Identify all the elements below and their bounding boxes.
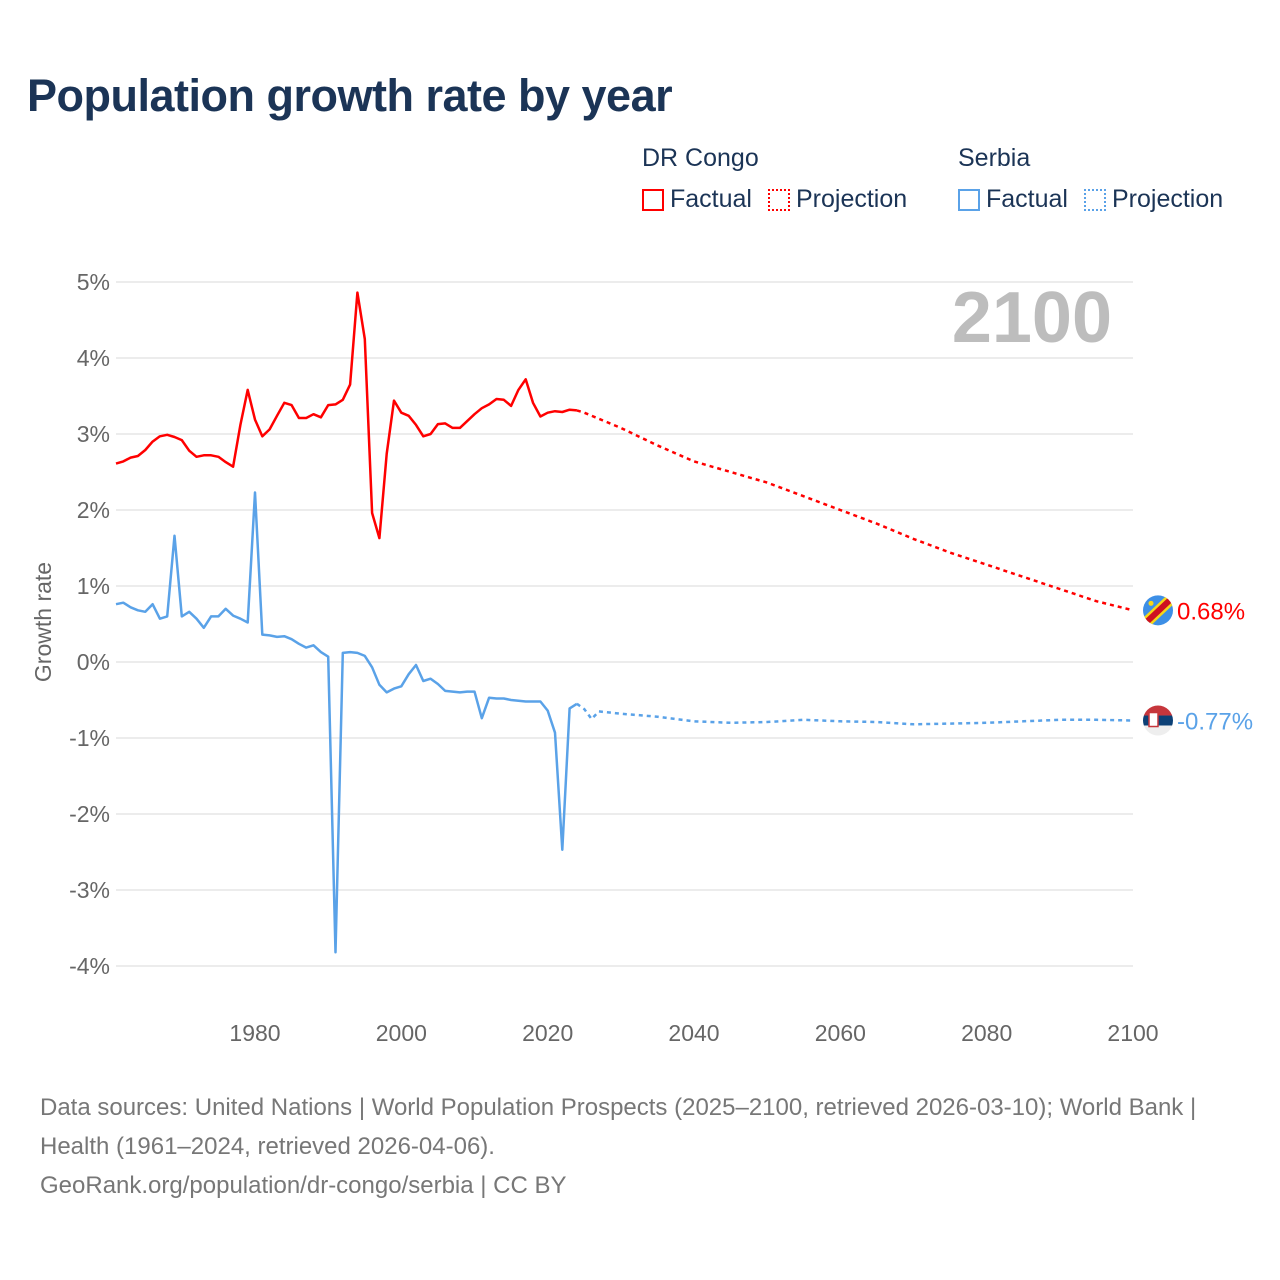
flag-white <box>1143 725 1173 736</box>
y-tick-label: 3% <box>77 421 110 447</box>
dr-congo-factual-line <box>115 291 578 540</box>
dr-congo-projection-line <box>576 409 1134 612</box>
serbia-factual-line <box>115 491 578 954</box>
x-tick-label: 1980 <box>229 1020 280 1046</box>
legend-group-name: DR Congo <box>642 144 759 172</box>
dr-congo-flag-icon <box>1143 595 1173 626</box>
y-tick-label: 5% <box>77 269 110 295</box>
x-tick-label: 2060 <box>815 1020 866 1046</box>
flag-coat-of-arms <box>1148 711 1159 728</box>
legend-label: Factual <box>670 185 752 213</box>
legend-label: Projection <box>795 185 908 213</box>
legend-swatch-dotted <box>767 188 790 211</box>
x-tick-label: 2100 <box>1107 1020 1158 1046</box>
legend-label: Factual <box>986 185 1068 213</box>
y-axis-label: Growth rate <box>30 562 56 682</box>
legend-item-dr-congo-projection[interactable]: Projection <box>767 185 908 214</box>
flag-star <box>1148 600 1154 606</box>
y-tick-label: 2% <box>77 497 110 523</box>
data-sources: Data sources: United Nations | World Pop… <box>40 1094 1197 1160</box>
chart-title: Population growth rate by year <box>27 70 673 121</box>
legend-swatch-solid <box>958 188 980 211</box>
footer: Data sources: United Nations | World Pop… <box>40 1088 1240 1205</box>
x-tick-label: 2020 <box>522 1020 573 1046</box>
x-tick-label: 2000 <box>376 1020 427 1046</box>
x-tick-label: 2040 <box>668 1020 719 1046</box>
y-tick-label: 0% <box>77 649 110 675</box>
y-tick-label: 1% <box>77 573 110 599</box>
legend-group-dr-congo: DR Congo Factual Projection <box>642 144 907 214</box>
legend-item-serbia-factual[interactable]: Factual <box>958 185 1068 214</box>
y-tick-label: -2% <box>69 801 110 827</box>
y-tick-label: -1% <box>69 725 110 751</box>
credit-link[interactable]: GeoRank.org/population/dr-congo/serbia |… <box>40 1172 567 1199</box>
serbia-flag-icon <box>1143 705 1173 736</box>
serbia-projection-line <box>576 702 1134 726</box>
flag-body <box>1143 595 1173 626</box>
legend-item-dr-congo-factual[interactable]: Factual <box>642 185 752 214</box>
year-watermark: 2100 <box>952 278 1112 358</box>
legend-swatch-dotted <box>1083 188 1106 211</box>
legend-swatch-solid <box>642 188 664 211</box>
flag-red <box>1143 705 1173 716</box>
flag-body <box>1143 705 1173 736</box>
legend-item-serbia-projection[interactable]: Projection <box>1083 185 1224 214</box>
y-tick-label: -4% <box>69 953 110 979</box>
y-tick-label: -3% <box>69 877 110 903</box>
y-tick-label: 4% <box>77 345 110 371</box>
dr-congo-end-label: 0.68% <box>1177 598 1245 625</box>
x-tick-label: 2080 <box>961 1020 1012 1046</box>
legend-label: Projection <box>1111 185 1224 213</box>
serbia-end-label: -0.77% <box>1177 709 1253 736</box>
legend-group-name: Serbia <box>958 144 1031 172</box>
legend-group-serbia: Serbia Factual Projection <box>958 144 1223 214</box>
